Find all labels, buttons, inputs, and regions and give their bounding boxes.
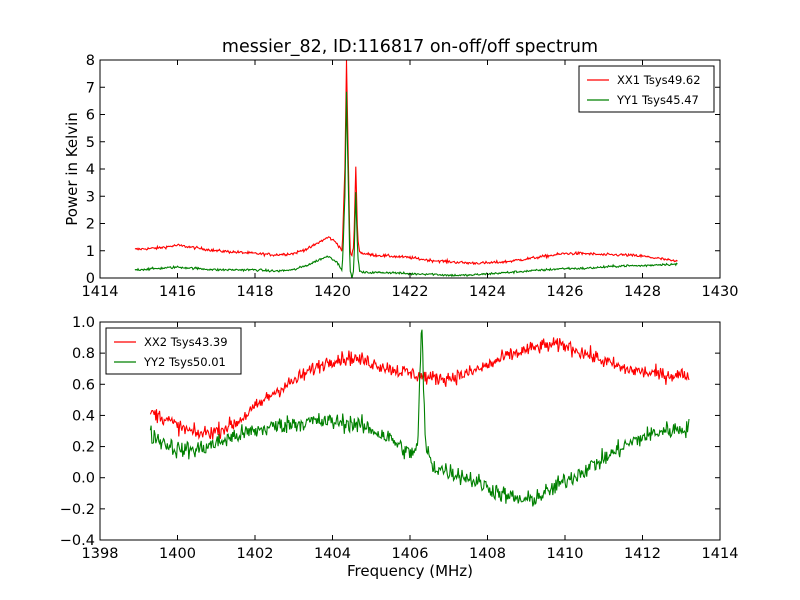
legend: XX2 Tsys43.39 YY2 Tsys50.01 — [105, 327, 242, 375]
y-tick-label: 1 — [86, 244, 95, 260]
legend: XX1 Tsys49.62 YY1 Tsys45.47 — [578, 65, 715, 113]
x-tick-label: 1416 — [159, 284, 196, 300]
x-tick-label: 1424 — [469, 284, 506, 300]
x-tick-label: 1418 — [237, 284, 274, 300]
x-tick-label: 1410 — [547, 546, 584, 562]
y-tick-label: 5 — [86, 135, 95, 151]
x-tick-label: 1428 — [624, 284, 661, 300]
y-tick-label: 0.6 — [72, 377, 95, 393]
x-tick-label: 1420 — [314, 284, 351, 300]
x-tick-label: 1398 — [82, 546, 119, 562]
chart-title: messier_82, ID:116817 on-off/off spectru… — [222, 37, 598, 57]
bottom-spectrum-plot: 1398 1400 1402 1404 1406 1408 1410 1412 1414 −0.4… — [60, 315, 739, 580]
y-tick-label: 3 — [86, 189, 95, 205]
x-tick-label: 1406 — [392, 546, 429, 562]
x-axis-title: Frequency (MHz) — [347, 562, 473, 580]
y-tick-label: 0.8 — [72, 346, 95, 362]
series-line-1 — [134, 60, 678, 266]
x-tick-label: 1414 — [82, 284, 119, 300]
y-tick-label: 7 — [86, 80, 95, 96]
y-tick-label: 2 — [86, 217, 95, 233]
x-tick-label: 1412 — [624, 546, 661, 562]
x-tick-label: 1404 — [314, 546, 351, 562]
x-tick-label: 1400 — [159, 546, 196, 562]
y-tick-label: 8 — [86, 53, 95, 69]
x-tick-label: 1430 — [702, 284, 739, 300]
y-tick-label: 1.0 — [72, 315, 95, 331]
y-tick-label: −0.4 — [60, 533, 95, 549]
y-tick-label: 0.0 — [72, 471, 95, 487]
x-tick-label: 1422 — [392, 284, 429, 300]
top-spectrum-plot: 1414 1416 1418 1420 1422 1424 1426 1428 1430 0 1 2 3… — [63, 53, 738, 300]
y-tick-label: 0 — [86, 271, 95, 287]
y-tick-label: 0.4 — [72, 408, 95, 424]
x-tick-label: 1402 — [237, 546, 274, 562]
legend-box — [105, 327, 242, 375]
x-tick-label: 1426 — [547, 284, 584, 300]
y-axis-title: Power in Kelvin — [63, 112, 81, 226]
legend-label: YY2 Tsys50.01 — [143, 355, 226, 369]
legend-box — [578, 65, 715, 113]
series-line-2 — [134, 91, 678, 278]
y-tick-label: 0.2 — [72, 440, 95, 456]
legend-label: XX2 Tsys43.39 — [144, 335, 228, 349]
x-tick-label: 1414 — [702, 546, 739, 562]
y-tick-label: 4 — [86, 162, 95, 178]
series-line-2 — [149, 329, 690, 507]
x-tick-label: 1408 — [469, 546, 506, 562]
legend-label: XX1 Tsys49.62 — [617, 73, 701, 87]
y-tick-label: −0.2 — [60, 502, 95, 518]
legend-label: YY1 Tsys45.47 — [616, 93, 699, 107]
y-tick-label: 6 — [86, 108, 95, 124]
